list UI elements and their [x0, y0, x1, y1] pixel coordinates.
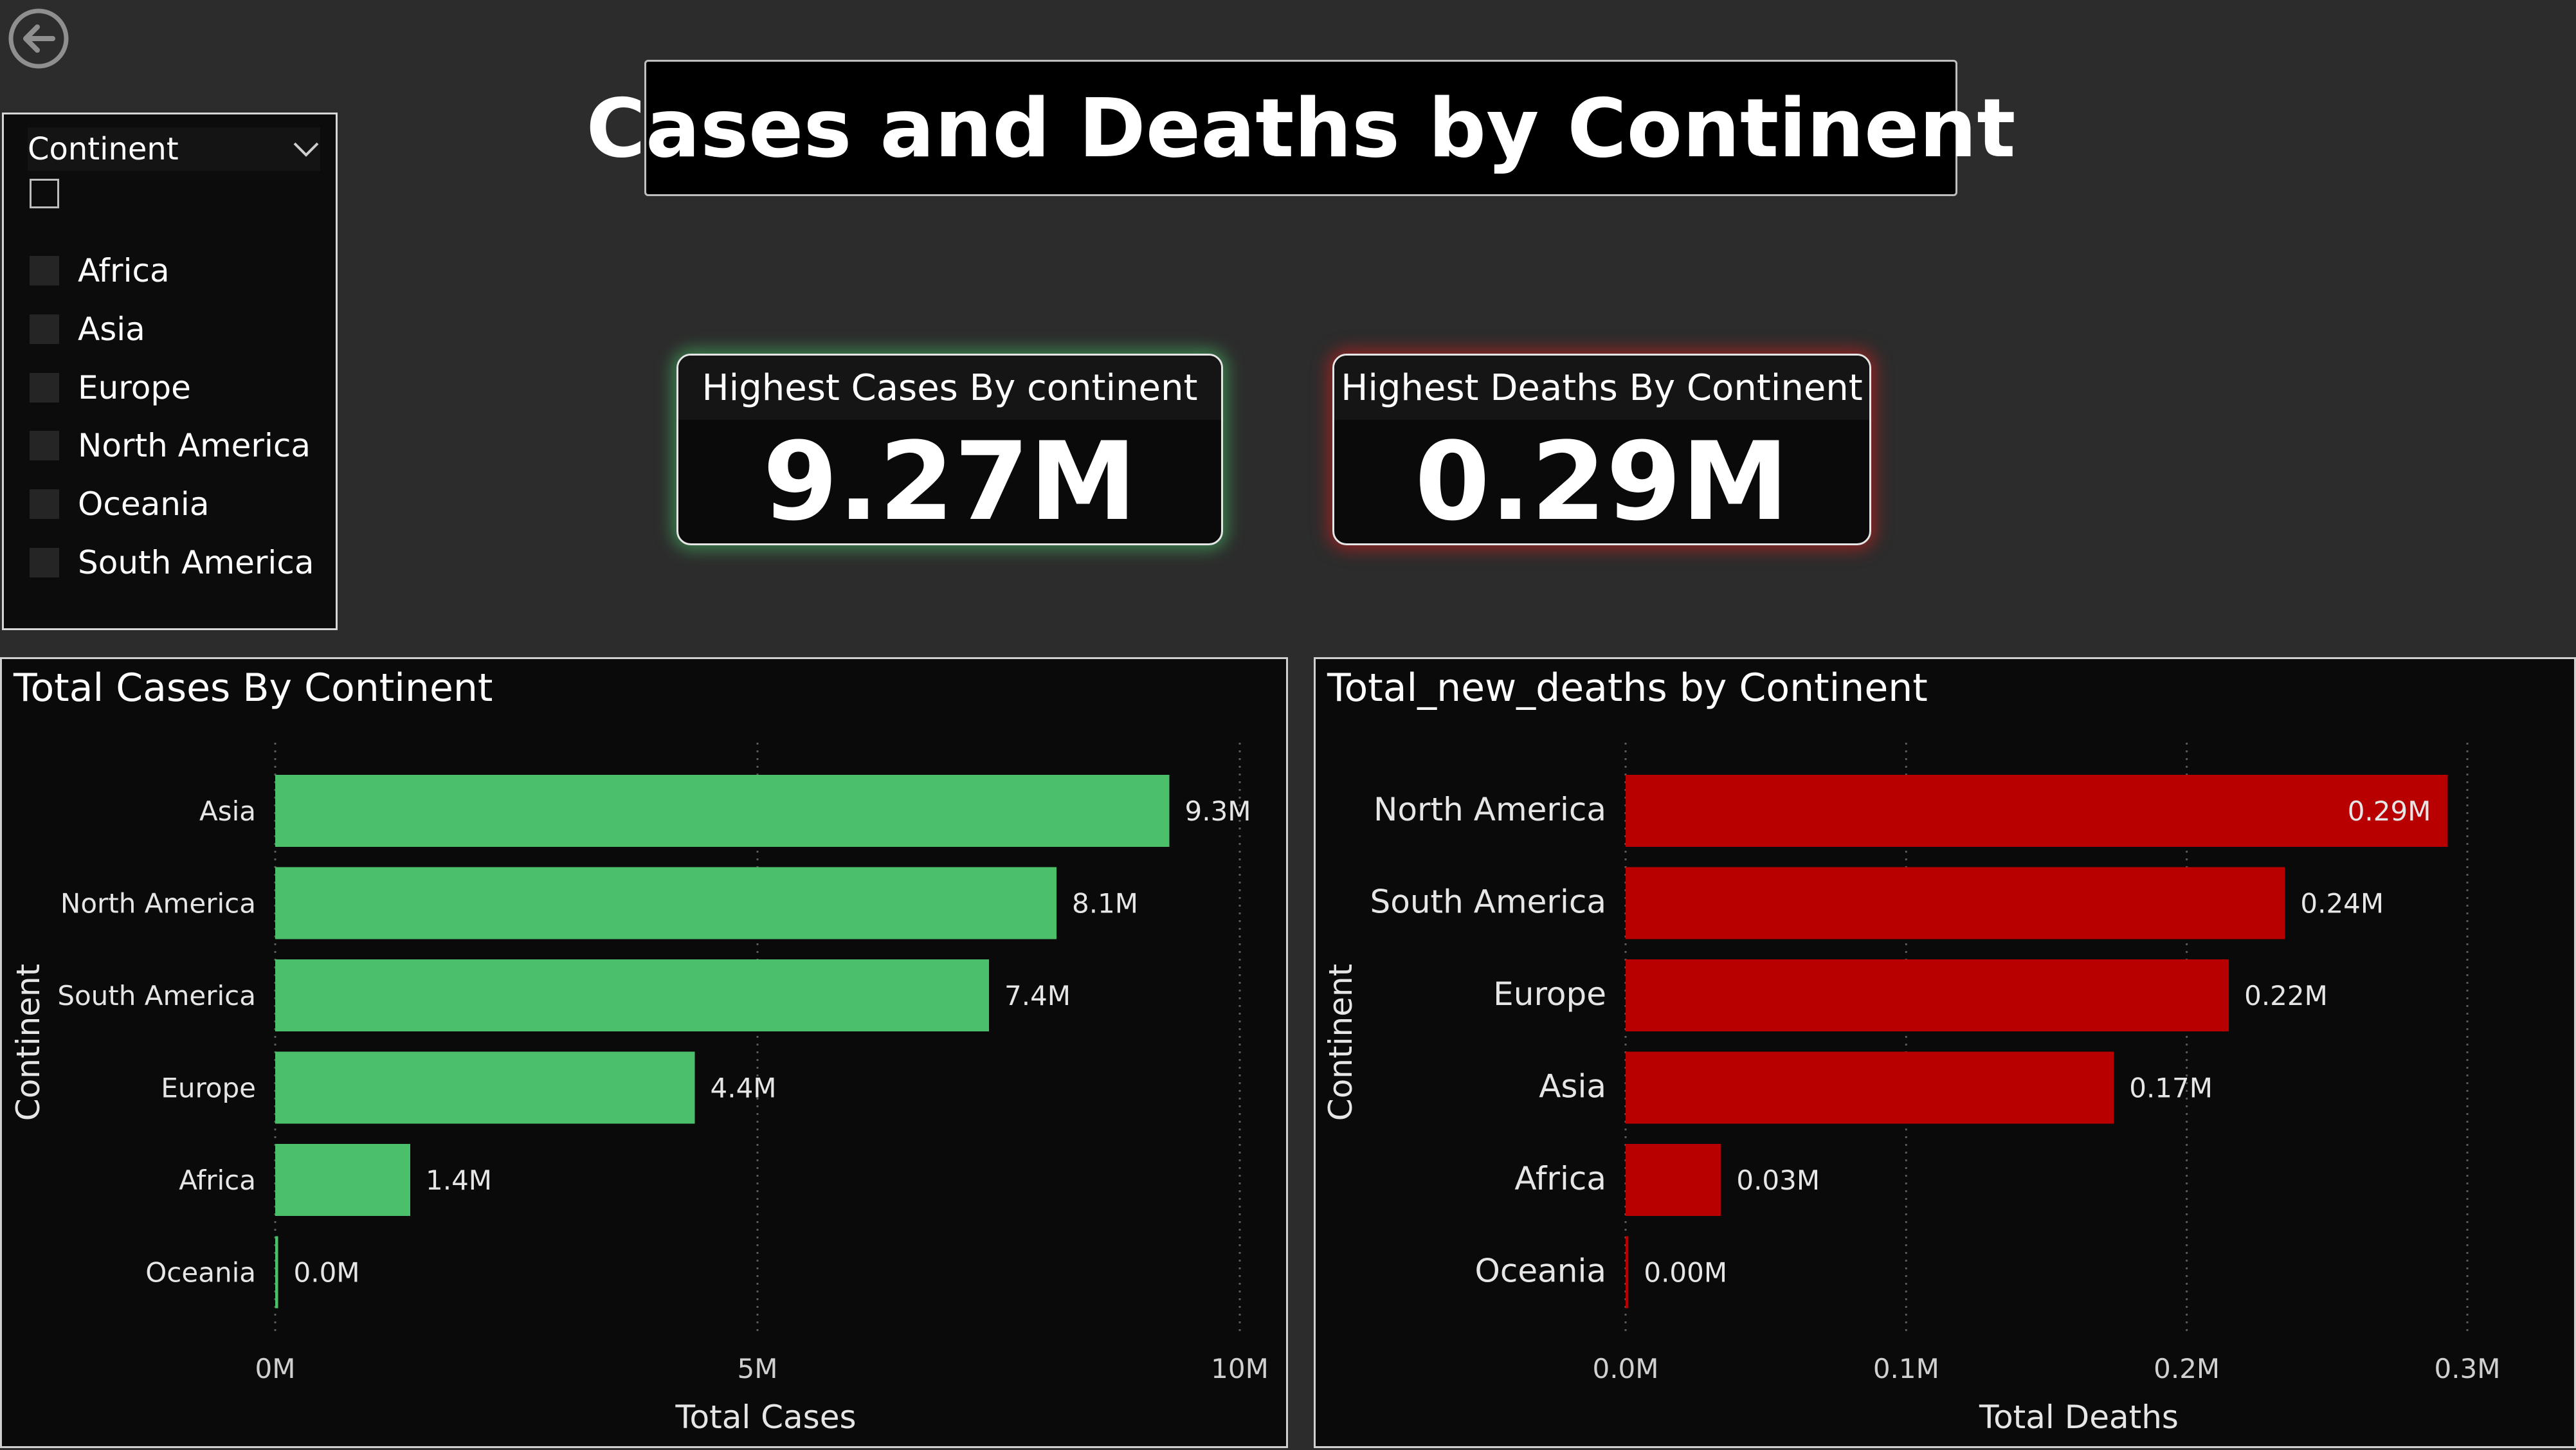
- data-label: 8.1M: [1072, 888, 1138, 920]
- kpi-label: Highest Cases By continent: [678, 356, 1221, 420]
- category-label: South America: [1370, 884, 1606, 921]
- data-label: 0.24M: [2300, 888, 2384, 920]
- x-tick-label: 0.2M: [2154, 1353, 2220, 1384]
- data-label: 0.00M: [1644, 1257, 1727, 1289]
- category-label: Asia: [199, 795, 256, 827]
- x-tick-label: 0M: [255, 1353, 296, 1384]
- chevron-down-icon[interactable]: [292, 140, 320, 159]
- y-axis-title: Continent: [10, 964, 47, 1121]
- slicer-item-label: Europe: [78, 369, 191, 406]
- data-label: 0.03M: [1736, 1165, 1820, 1196]
- slicer-item-label: Africa: [78, 252, 170, 289]
- data-label: 7.4M: [1004, 980, 1071, 1011]
- x-tick-label: 0.1M: [1873, 1353, 1939, 1384]
- bar[interactable]: [275, 1144, 410, 1216]
- slicer-item-label: Oceania: [78, 485, 210, 523]
- category-label: Africa: [1514, 1160, 1606, 1197]
- slicer-item-europe[interactable]: Europe: [30, 365, 191, 410]
- bar[interactable]: [1626, 867, 2285, 939]
- bar[interactable]: [1626, 1144, 1721, 1216]
- data-label: 1.4M: [426, 1165, 492, 1196]
- data-label: 0.0M: [294, 1257, 360, 1289]
- deaths-chart-panel: Total_new_deaths by Continent 0.0M 0.1M 0.…: [1314, 657, 2576, 1448]
- category-label: North America: [1374, 791, 1606, 828]
- category-label: South America: [57, 980, 256, 1011]
- slicer-item-africa[interactable]: Africa: [30, 248, 170, 293]
- checkbox[interactable]: [30, 373, 59, 403]
- checkbox[interactable]: [30, 314, 59, 344]
- select-all-checkbox[interactable]: [30, 179, 59, 208]
- bar[interactable]: [275, 1051, 695, 1124]
- data-label: 9.3M: [1185, 795, 1251, 827]
- slicer-item-asia[interactable]: Asia: [30, 307, 145, 352]
- back-arrow-icon[interactable]: [6, 6, 71, 71]
- cases-chart-panel: Total Cases By Continent 0M 5M 10M Asia 9.3M…: [0, 657, 1288, 1448]
- title-card: Cases and Deaths by Continent: [586, 60, 2015, 196]
- category-label: North America: [60, 888, 256, 920]
- bar[interactable]: [1626, 775, 2448, 847]
- kpi-value: 9.27M: [763, 419, 1137, 545]
- x-tick-label: 0.3M: [2434, 1353, 2500, 1384]
- kpi-card-highest-deaths: Highest Deaths By Continent 0.29M: [1332, 354, 1871, 545]
- slicer-item-north-america[interactable]: North America: [30, 423, 311, 468]
- category-label: Europe: [1493, 975, 1606, 1013]
- deaths-bar-chart: 0.0M 0.1M 0.2M 0.3M North America 0.29M South …: [1322, 743, 2501, 1436]
- slicer-item-oceania[interactable]: Oceania: [30, 482, 209, 527]
- data-label: 0.17M: [2129, 1073, 2213, 1104]
- category-label: Asia: [1539, 1068, 1606, 1105]
- kpi-card-highest-cases: Highest Cases By continent 9.27M: [676, 354, 1223, 545]
- slicer-item-label: North America: [78, 427, 311, 464]
- slicer-header[interactable]: Continent: [28, 127, 320, 171]
- kpi-label: Highest Deaths By Continent: [1334, 356, 1869, 420]
- checkbox[interactable]: [30, 489, 59, 519]
- chart-title: Total_new_deaths by Continent: [1327, 666, 1928, 711]
- slicer-item-label: Asia: [78, 311, 145, 348]
- page-title: Cases and Deaths by Continent: [586, 80, 2016, 176]
- bar[interactable]: [1626, 1236, 1629, 1309]
- y-axis-title: Continent: [1322, 964, 1359, 1121]
- x-axis-title: Total Cases: [675, 1399, 856, 1436]
- category-label: Africa: [179, 1165, 256, 1196]
- x-tick-label: 5M: [738, 1353, 778, 1384]
- data-label: 0.29M: [2348, 795, 2431, 827]
- cases-bar-chart: 0M 5M 10M Asia 9.3M North America 8.1M South Am…: [10, 743, 1269, 1436]
- bar[interactable]: [275, 1236, 278, 1309]
- slicer-item-label: South America: [78, 544, 314, 581]
- slicer-item-south-america[interactable]: South America: [30, 540, 314, 585]
- bar[interactable]: [1626, 959, 2229, 1031]
- checkbox[interactable]: [30, 431, 59, 460]
- category-label: Oceania: [1475, 1253, 1606, 1290]
- checkbox[interactable]: [30, 256, 59, 285]
- bar[interactable]: [275, 775, 1170, 847]
- continent-slicer: Continent Africa Asia Europe North Ameri…: [2, 113, 338, 630]
- x-tick-label: 10M: [1211, 1353, 1269, 1384]
- category-label: Oceania: [145, 1257, 256, 1289]
- bar[interactable]: [1626, 1051, 2114, 1124]
- data-label: 0.22M: [2244, 980, 2328, 1011]
- chart-title: Total Cases By Continent: [14, 666, 493, 711]
- bar[interactable]: [275, 867, 1057, 939]
- bar[interactable]: [275, 959, 989, 1031]
- x-tick-label: 0.0M: [1592, 1353, 1658, 1384]
- x-axis-title: Total Deaths: [1979, 1399, 2179, 1436]
- kpi-value: 0.29M: [1415, 419, 1789, 545]
- category-label: Europe: [161, 1073, 256, 1104]
- data-label: 4.4M: [711, 1073, 777, 1104]
- checkbox[interactable]: [30, 548, 59, 577]
- slicer-title: Continent: [28, 131, 179, 167]
